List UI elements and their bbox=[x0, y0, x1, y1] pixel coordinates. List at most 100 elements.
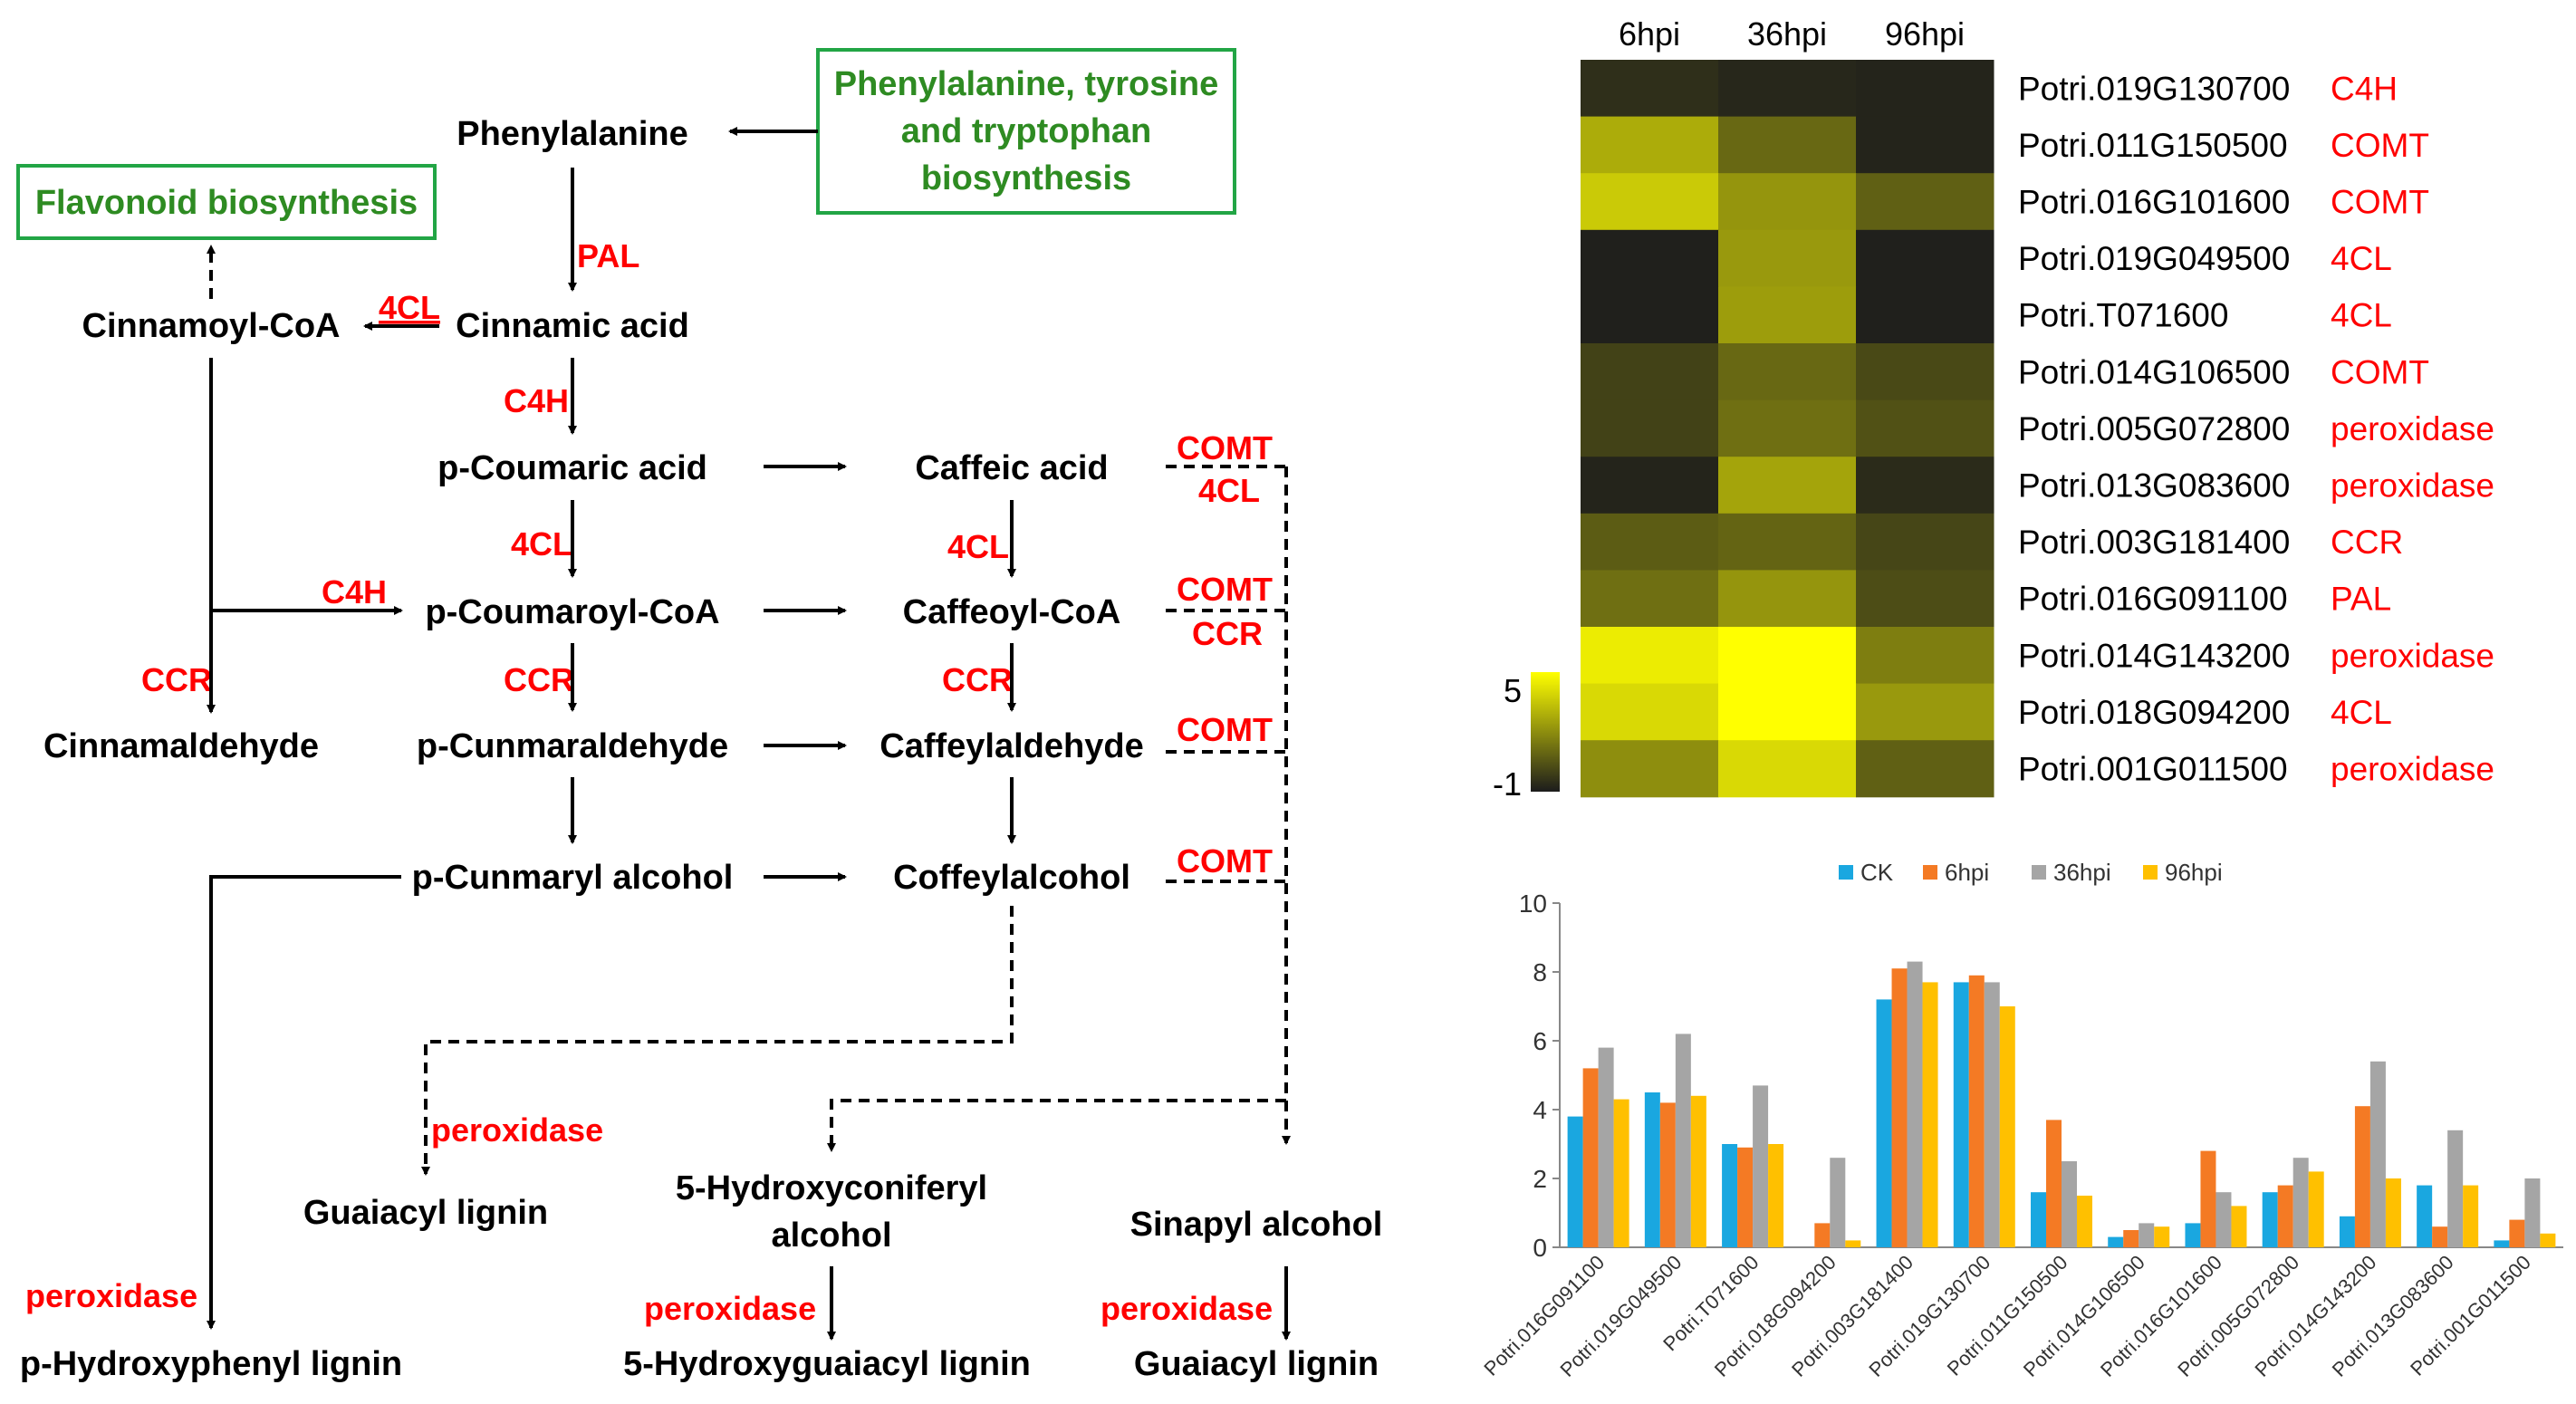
enzyme-c4h-1: C4H bbox=[504, 382, 569, 419]
heatmap-cell bbox=[1718, 286, 1857, 344]
enzyme-4cl-4: 4CL bbox=[1198, 472, 1260, 509]
enzyme-c4h-2: C4H bbox=[322, 573, 387, 611]
heatmap-cell bbox=[1856, 740, 1994, 798]
heatmap-column-label: 6hpi bbox=[1619, 15, 1680, 53]
heatmap-gene-label: Potri.014G106500 bbox=[2018, 353, 2290, 390]
heatmap-cell bbox=[1718, 627, 1857, 685]
compound-p-coumaroyl-coa: p-Coumaroyl-CoA bbox=[425, 593, 719, 631]
pathway-arrows bbox=[207, 127, 1291, 1341]
bar-96hpi bbox=[2077, 1196, 2092, 1247]
bar-36hpi bbox=[1753, 1085, 1769, 1247]
heatmap-cell bbox=[1581, 627, 1719, 685]
enzyme-peroxidase-3: peroxidase bbox=[644, 1290, 816, 1327]
bar-36hpi bbox=[2216, 1192, 2232, 1247]
compound-cinnamaldehyde: Cinnamaldehyde bbox=[43, 727, 319, 765]
heatmap-cell bbox=[1856, 399, 1994, 457]
y-tick-label: 8 bbox=[1533, 958, 1547, 986]
lignin-pathway-diagram: Flavonoid biosynthesis Phenylalanine, ty… bbox=[16, 48, 1383, 1383]
heatmap-cell bbox=[1581, 60, 1719, 118]
compound-5-hydroxyconiferyl-line2: alcohol bbox=[771, 1216, 891, 1255]
heatmap-color-scale bbox=[1531, 672, 1560, 792]
bar-36hpi bbox=[2369, 1061, 2386, 1247]
enzyme-4cl-2: 4CL bbox=[511, 525, 572, 563]
heatmap-gene-label: Potri.005G072800 bbox=[2018, 410, 2290, 447]
flavonoid-box bbox=[16, 164, 437, 240]
heatmap-enzyme-label: COMT bbox=[2331, 353, 2429, 390]
enzyme-comt-1: COMT bbox=[1177, 429, 1273, 466]
bar-ck bbox=[1876, 999, 1892, 1247]
heatmap-gene-label: Potri.011G150500 bbox=[2018, 127, 2288, 164]
heatmap-cell bbox=[1581, 286, 1719, 344]
heatmap-enzyme-label: C4H bbox=[2331, 70, 2398, 107]
bar-36hpi bbox=[2292, 1158, 2309, 1247]
compound-guaiacyl-lignin-2: Guaiacyl lignin bbox=[1134, 1345, 1379, 1383]
compound-phenylalanine: Phenylalanine bbox=[457, 115, 688, 153]
heatmap-cell bbox=[1856, 60, 1994, 118]
enzyme-4cl-1: 4CL bbox=[379, 289, 440, 326]
bar-6hpi bbox=[2509, 1219, 2525, 1247]
amino-acid-box-line1: Phenylalanine, tyrosine bbox=[834, 65, 1218, 103]
compound-5-hydroxyconiferyl-line1: 5-Hydroxyconiferyl bbox=[676, 1169, 987, 1207]
heatmap-column-label: 36hpi bbox=[1747, 15, 1827, 53]
compound-p-cunmaraldehyde: p-Cunmaraldehyde bbox=[417, 727, 728, 765]
heatmap-cell bbox=[1718, 399, 1857, 457]
compound-cinnamoyl-coa: Cinnamoyl-CoA bbox=[82, 307, 341, 345]
enzyme-comt-4: COMT bbox=[1177, 842, 1273, 880]
arrow-cunmaryl-to-hydroxyphenyl-lignin bbox=[207, 875, 401, 1330]
heatmap-cell bbox=[1856, 627, 1994, 685]
enzyme-peroxidase-4: peroxidase bbox=[1101, 1290, 1273, 1327]
heatmap-gene-label: Potri.003G181400 bbox=[2018, 524, 2290, 561]
bar-96hpi bbox=[2463, 1185, 2479, 1247]
heatmap-cell bbox=[1581, 513, 1719, 571]
enzyme-comt-2: COMT bbox=[1177, 571, 1273, 608]
y-tick-label: 4 bbox=[1533, 1096, 1547, 1124]
arrow-comt-to-hydroxyconiferyl bbox=[827, 1099, 1286, 1152]
legend-label: 6hpi bbox=[1945, 859, 1989, 886]
bar-96hpi bbox=[1690, 1095, 1706, 1247]
compound-caffeic-acid: Caffeic acid bbox=[915, 449, 1108, 487]
heatmap-gene-label: Potri.T071600 bbox=[2018, 297, 2228, 334]
heatmap-cell bbox=[1581, 399, 1719, 457]
heatmap-column-label: 96hpi bbox=[1885, 15, 1965, 53]
heatmap-enzyme-label: CCR bbox=[2331, 524, 2403, 561]
heatmap-cell bbox=[1718, 229, 1857, 287]
bar-96hpi bbox=[2385, 1178, 2401, 1247]
compound-sinapyl-alcohol: Sinapyl alcohol bbox=[1130, 1206, 1383, 1244]
flavonoid-box-label: Flavonoid biosynthesis bbox=[35, 184, 418, 222]
bar-6hpi bbox=[1891, 968, 1908, 1247]
arrow-coffeyl-to-guaiacyl bbox=[421, 906, 1014, 1176]
heatmap-cell bbox=[1718, 173, 1857, 231]
bar-ck bbox=[1953, 982, 1969, 1247]
compound-caffeoyl-coa: Caffeoyl-CoA bbox=[903, 593, 1121, 631]
bar-6hpi bbox=[1814, 1223, 1831, 1247]
heatmap-gene-label: Potri.019G130700 bbox=[2018, 70, 2290, 107]
bar-36hpi bbox=[1830, 1158, 1846, 1247]
compound-p-coumaric-acid: p-Coumaric acid bbox=[437, 449, 707, 487]
y-tick-label: 0 bbox=[1533, 1234, 1547, 1262]
heatmap-enzyme-label: peroxidase bbox=[2331, 751, 2494, 788]
bar-ck bbox=[2031, 1192, 2046, 1247]
bar-6hpi bbox=[2200, 1150, 2216, 1247]
bar-96hpi bbox=[1613, 1099, 1629, 1247]
heatmap-cell bbox=[1718, 343, 1857, 401]
heatmap-cell bbox=[1581, 740, 1719, 798]
heatmap-gene-label: Potri.001G011500 bbox=[2018, 751, 2288, 788]
bar-6hpi bbox=[1659, 1102, 1676, 1247]
bar-36hpi bbox=[1907, 961, 1923, 1247]
bar-36hpi bbox=[1984, 982, 2000, 1247]
bar-ck bbox=[2417, 1185, 2433, 1247]
bar-36hpi bbox=[2062, 1161, 2077, 1247]
enzyme-ccr-3: CCR bbox=[942, 661, 1013, 698]
enzyme-ccr-2: CCR bbox=[504, 661, 574, 698]
heatmap-cell bbox=[1856, 343, 1994, 401]
heatmap-enzyme-label: peroxidase bbox=[2331, 467, 2494, 505]
heatmap-cell bbox=[1856, 173, 1994, 231]
heatmap-cell bbox=[1581, 570, 1719, 628]
bar-ck bbox=[2494, 1240, 2510, 1247]
bar-6hpi bbox=[2432, 1226, 2448, 1247]
heatmap-cell bbox=[1856, 457, 1994, 514]
heatmap-cell bbox=[1856, 513, 1994, 571]
pathway-dashed-arrows bbox=[207, 245, 1291, 1176]
bar-96hpi bbox=[2540, 1233, 2556, 1247]
legend-swatch bbox=[1923, 865, 1937, 880]
